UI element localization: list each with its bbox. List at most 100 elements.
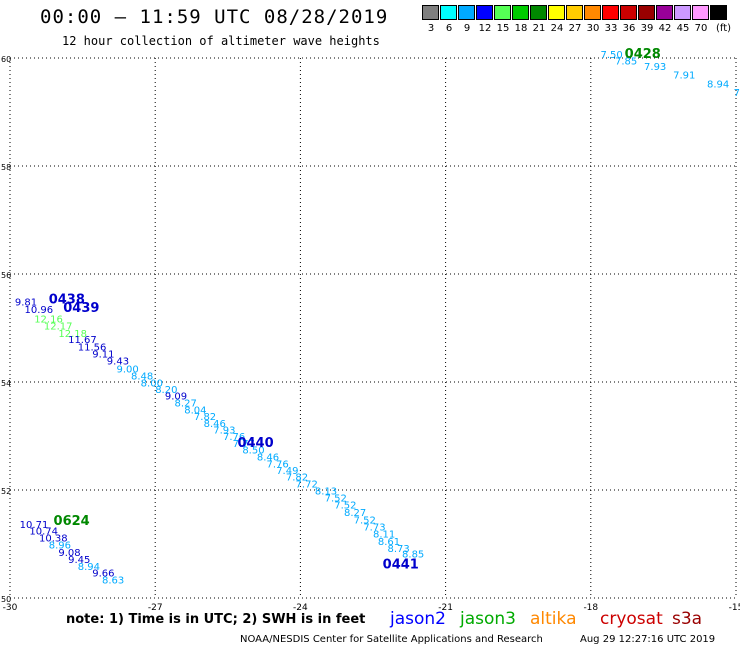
- map-grid: [9, 57, 737, 599]
- legend-label: 33: [604, 23, 618, 34]
- swh-value-label: 7.72: [296, 479, 318, 490]
- swh-value-label: 7.50: [600, 50, 622, 61]
- map-subtitle: 12 hour collection of altimeter wave hei…: [62, 34, 380, 48]
- swh-value-label: 10.74: [29, 526, 58, 537]
- swh-value-label: 7.49: [276, 466, 298, 477]
- footer-timestamp: Aug 29 12:27:16 UTC 2019: [580, 634, 716, 645]
- sat-jason3: jason3: [460, 609, 516, 629]
- swh-value-label: 7.52: [334, 500, 356, 511]
- legend-swatch: [530, 5, 547, 20]
- swh-value-label: 8.63: [102, 575, 124, 586]
- swh-value-label: 8.61: [378, 537, 400, 548]
- swh-value-label: 7.76: [267, 459, 289, 470]
- swh-value-label: 8.46: [204, 419, 226, 430]
- legend-label: 39: [640, 23, 654, 34]
- swh-value-label: 7.82: [194, 412, 216, 423]
- legend-label: 45: [676, 23, 690, 34]
- footer-credit: NOAA/NESDIS Center for Satellite Applica…: [240, 634, 543, 645]
- legend-swatch: [638, 5, 655, 20]
- pass-number-label: 0440: [237, 436, 273, 451]
- swh-value-label: 8.85: [402, 550, 424, 561]
- swh-value-label: 12.18: [58, 329, 87, 340]
- swh-value-label: 8.00: [141, 378, 163, 389]
- pass-number-label: 0428: [625, 47, 661, 62]
- legend-label: 24: [550, 23, 564, 34]
- lon-tick-label: -27: [148, 603, 163, 613]
- swh-value-label: 9.09: [165, 391, 187, 402]
- legend-swatch: [692, 5, 709, 20]
- lon-tick-label: -24: [293, 603, 308, 613]
- swh-value-label: 9.00: [116, 364, 138, 375]
- pass-number-label: 0441: [383, 557, 419, 572]
- swh-value-label: 7.77: [233, 439, 255, 450]
- swh-value-label: 7.85: [615, 56, 637, 67]
- legend-swatch: [674, 5, 691, 20]
- swh-value-label: 11.56: [78, 343, 107, 354]
- lon-tick-label: -18: [583, 603, 598, 613]
- swh-value-label: 8.04: [184, 405, 206, 416]
- swh-value-label: 12.17: [44, 322, 73, 333]
- sat-cryosat: cryosat: [600, 609, 663, 629]
- legend-swatch: [512, 5, 529, 20]
- legend-label: 3: [427, 23, 435, 34]
- pass-number-label: 0439: [63, 301, 99, 316]
- legend-label: 18: [514, 23, 528, 34]
- legend-swatch: [710, 5, 727, 20]
- swh-value-label: 7.93: [644, 62, 666, 73]
- legend-swatch: [458, 5, 475, 20]
- swh-points: 7.507.85 7.93 7.91 8.94 7 9.8110.9612.1612.17…: [15, 50, 740, 586]
- swh-value-label: 10.71: [20, 520, 49, 531]
- sat-altika: altika: [530, 609, 577, 629]
- legend-swatch: [476, 5, 493, 20]
- axis-ticks: -30 -27 -24 -21 -18 -15 60 58 56 54 52 50: [1, 55, 740, 613]
- swh-value-label: 7.82: [286, 472, 308, 483]
- swh-value-label: 9.08: [58, 548, 80, 559]
- swh-value-label: 7.76: [223, 432, 245, 443]
- legend-label: 6: [445, 23, 453, 34]
- lon-tick-label: -30: [3, 603, 18, 613]
- legend-unit: (ft): [716, 23, 732, 34]
- swh-value-label: 8.27: [344, 508, 366, 519]
- lat-tick-label: 60: [1, 55, 11, 64]
- swh-value-label: 7.93: [213, 425, 235, 436]
- lat-tick-label: 56: [1, 271, 11, 280]
- lat-tick-label: 58: [1, 163, 11, 172]
- legend-label: 9: [463, 23, 471, 34]
- legend-label: 42: [658, 23, 672, 34]
- swh-value-label: 8.94: [78, 562, 100, 573]
- swh-value-label: 12.16: [34, 315, 63, 326]
- legend-label: 12: [478, 23, 492, 34]
- legend-label: 21: [532, 23, 546, 34]
- swh-value-label: 8.48: [131, 371, 153, 382]
- swh-value-label: 7.52: [325, 493, 347, 504]
- swh-value-label: 8.96: [49, 540, 71, 551]
- legend-swatch: [656, 5, 673, 20]
- swh-value-label: 8.27: [175, 398, 197, 409]
- footer-note: note: 1) Time is in UTC; 2) SWH is in fe…: [66, 612, 366, 627]
- legend-swatch: [422, 5, 439, 20]
- swh-value-label: 9.81: [15, 297, 37, 308]
- swh-value-label: 10.38: [39, 533, 68, 544]
- map-title: 00:00 – 11:59 UTC 08/28/2019: [40, 6, 389, 28]
- swh-value-label: 9.43: [107, 357, 129, 368]
- legend-swatch: [620, 5, 637, 20]
- legend-label: 30: [586, 23, 600, 34]
- legend-swatch: [602, 5, 619, 20]
- lat-tick-label: 54: [1, 379, 11, 388]
- legend-swatch: [494, 5, 511, 20]
- swh-value-label: 7.52: [354, 515, 376, 526]
- lon-tick-label: -21: [438, 603, 453, 613]
- swh-value-label: 11.67: [68, 335, 97, 346]
- swh-value-label: 8.20: [155, 385, 177, 396]
- lat-tick-label: 50: [1, 595, 11, 604]
- legend-swatch: [440, 5, 457, 20]
- swh-value-label: 8.50: [242, 445, 264, 456]
- pass-number-label: 0438: [49, 293, 85, 308]
- lat-tick-label: 52: [1, 487, 11, 496]
- swh-value-label: 9.45: [68, 555, 90, 566]
- swh-value-label: 8.11: [373, 530, 395, 541]
- swh-value-label: 7.91: [673, 71, 695, 82]
